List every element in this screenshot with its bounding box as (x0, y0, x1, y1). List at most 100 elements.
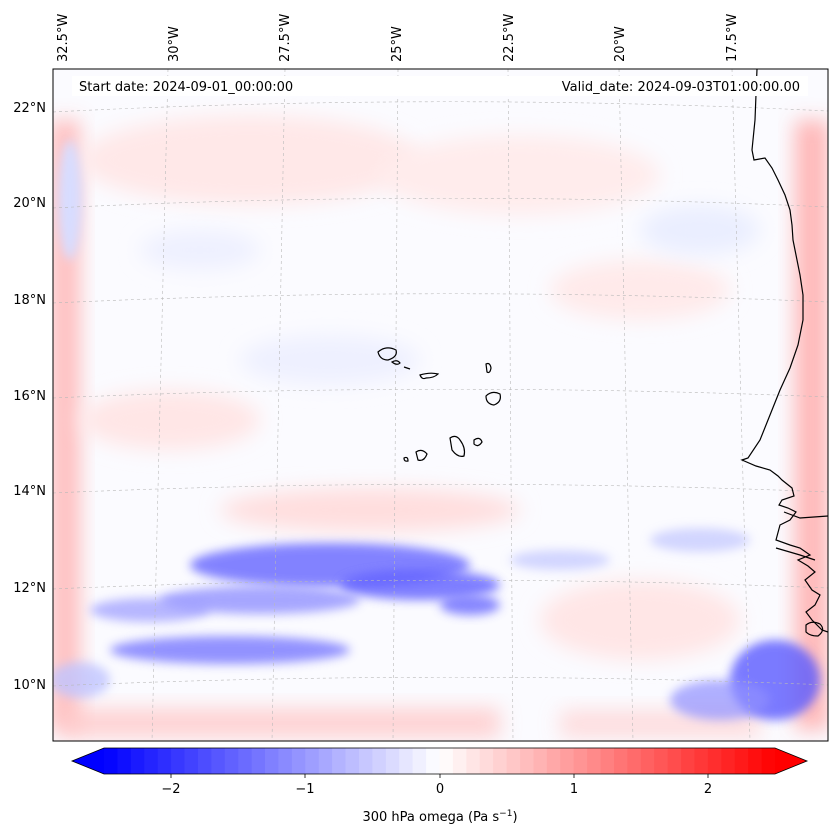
lat-label: 10°N (13, 678, 46, 693)
colorbar-cell (533, 748, 548, 774)
colorbar-cell (305, 748, 320, 774)
colorbar-cell (667, 748, 682, 774)
island-santiago (449, 435, 466, 457)
colorbar-cell (117, 748, 132, 774)
colorbar-tick-label: 2 (704, 782, 712, 797)
colorbar-cell (506, 748, 521, 774)
lat-label: 22°N (13, 101, 46, 116)
colorbar-cell (520, 748, 534, 774)
colorbar-cell (761, 748, 776, 774)
colorbar-cell (318, 748, 333, 774)
colorbar-cell (157, 748, 172, 774)
colorbar-max-extend (775, 748, 807, 774)
colorbar-cell (224, 748, 239, 774)
colorbar-tick-label: −1 (295, 782, 314, 797)
colorbar-cell (171, 748, 185, 774)
colorbar-cell (694, 748, 709, 774)
colorbar-cell (560, 748, 575, 774)
colorbar-cell (452, 748, 467, 774)
colorbar-cell (748, 748, 762, 774)
colorbar-cell (627, 748, 642, 774)
colorbar-cell (439, 748, 454, 774)
colorbar-cell (493, 748, 507, 774)
colorbar-cell (211, 748, 226, 774)
colorbar-cell (104, 748, 118, 774)
colorbar-cell (238, 748, 253, 774)
africa-coast (740, 69, 828, 633)
colorbar-tick-label: −2 (161, 782, 180, 797)
colorbar-cell (130, 748, 145, 774)
colorbar-cell (265, 748, 279, 774)
colorbar-cell (587, 748, 601, 774)
lon-label: 30°W (167, 26, 182, 62)
colorbar-cells (72, 748, 807, 774)
colorbar-cell (734, 748, 749, 774)
colorbar-cell (184, 748, 199, 774)
colorbar-tick-label: 0 (436, 782, 444, 797)
colorbar-cell (144, 748, 159, 774)
colorbar-cell (479, 748, 494, 774)
lat-label: 14°N (13, 484, 46, 499)
gambia-river (775, 547, 816, 561)
colorbar-cell (332, 748, 346, 774)
lon-label: 25°W (390, 26, 405, 62)
lat-label: 18°N (13, 293, 46, 308)
lat-label: 12°N (13, 581, 46, 596)
island-boa-vista (485, 391, 501, 406)
colorbar-cell (385, 748, 400, 774)
colorbar-cell (573, 748, 588, 774)
colorbar-cell (372, 748, 387, 774)
colorbar-cell (426, 748, 440, 774)
map-frame (52, 68, 829, 742)
colorbar-min-extend (72, 748, 104, 774)
island-santo-antao (377, 347, 397, 361)
colorbar-cell (613, 748, 628, 774)
lon-label: 32.5°W (56, 14, 71, 62)
island-brava (403, 456, 409, 462)
gridlines (53, 69, 828, 741)
colorbar-cell (358, 748, 373, 774)
senegal-river (783, 511, 828, 519)
island-sao-vicente (390, 360, 401, 365)
colorbar-cell (197, 748, 212, 774)
colorbar-cell (412, 748, 427, 774)
colorbar-cell (251, 748, 266, 774)
colorbar-cell (721, 748, 736, 774)
colorbar-cell (640, 748, 655, 774)
lon-label: 27.5°W (278, 14, 293, 62)
colorbar-cell (707, 748, 722, 774)
date-header-bar (72, 76, 808, 96)
coastline (377, 69, 828, 637)
start-date-label: Start date: 2024-09-01_00:00:00 (79, 80, 293, 95)
colorbar-cell (600, 748, 615, 774)
colorbar-cell (546, 748, 561, 774)
colorbar-cell (681, 748, 695, 774)
lat-label: 16°N (13, 389, 46, 404)
colorbar-outline (70, 747, 809, 775)
colorbar-cell (654, 748, 669, 774)
colorbar: −2 −1 0 1 2 300 hPa omega (Pa s−1) (70, 747, 809, 825)
longitude-labels: 32.5°W 30°W 27.5°W 25°W 22.5°W 20°W 17.5… (56, 14, 740, 62)
latitude-labels: 22°N 20°N 18°N 16°N 14°N 12°N 10°N (13, 101, 46, 693)
colorbar-cell (278, 748, 293, 774)
colorbar-cell (291, 748, 306, 774)
map-panel (53, 69, 828, 741)
colorbar-cell (466, 748, 481, 774)
island-sao-nicolau (419, 372, 440, 380)
valid-date-label: Valid_date: 2024-09-03T01:00:00.00 (562, 80, 800, 95)
colorbar-cell (345, 748, 360, 774)
lon-label: 22.5°W (502, 14, 517, 62)
omega-field (53, 115, 828, 738)
colorbar-tick-label: 1 (570, 782, 578, 797)
bissagos-islands (805, 621, 824, 637)
lon-label: 20°W (613, 26, 628, 62)
island-maio (473, 437, 483, 447)
island-fogo (415, 449, 428, 461)
lon-label: 17.5°W (725, 14, 740, 62)
colorbar-label: 300 hPa omega (Pa s−1) (362, 809, 517, 825)
colorbar-ticks (170, 774, 709, 778)
colorbar-cell (399, 748, 414, 774)
island-santa-luzia (403, 366, 411, 370)
island-sal (485, 362, 492, 374)
